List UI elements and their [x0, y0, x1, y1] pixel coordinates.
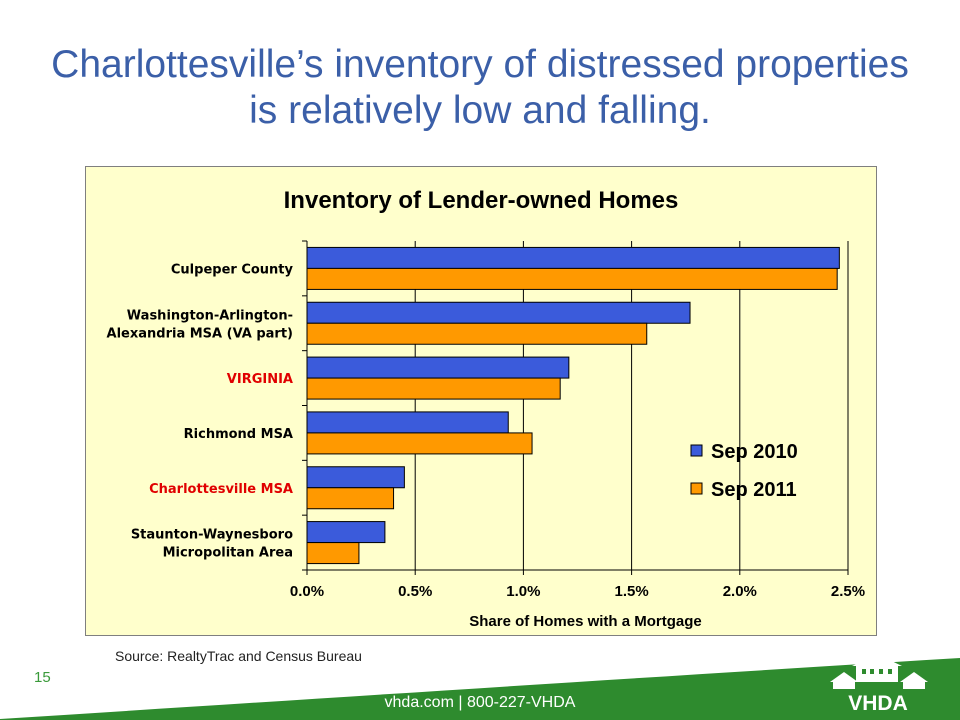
- bar-sep2010: [306, 301, 691, 324]
- bar-sep2010: [306, 411, 509, 434]
- bar-sep2011: [306, 542, 360, 565]
- category-label: Culpeper County: [171, 262, 294, 277]
- x-tick-label: 2.0%: [723, 583, 757, 600]
- vhda-logo: VHDA: [830, 654, 928, 714]
- x-axis-label: Share of Homes with a Mortgage: [469, 613, 702, 630]
- chart-container: Inventory of Lender-owned Homes 0.0% 0.5% 1…: [85, 166, 877, 636]
- x-tick-label: 0.5%: [398, 583, 432, 600]
- bar-sep2011: [306, 432, 533, 455]
- slide-title: Charlottesville’s inventory of distresse…: [51, 43, 909, 132]
- category-label: Richmond MSA: [184, 427, 293, 442]
- legend-label: Sep 2011: [711, 479, 797, 501]
- category-label: Washington-Arlington-Alexandria MSA (VA …: [107, 308, 293, 341]
- category-label: Charlottesville MSA: [149, 482, 293, 497]
- bar-chart: Inventory of Lender-owned Homes 0.0% 0.5% 1…: [107, 187, 866, 630]
- legend-swatch: [690, 482, 703, 495]
- bar-sep2010: [306, 356, 570, 379]
- bar-sep2010: [306, 466, 405, 489]
- chart-title: Inventory of Lender-owned Homes: [284, 187, 679, 214]
- x-tick-label: 0.0%: [290, 583, 324, 600]
- bar-sep2010: [306, 521, 386, 544]
- footer-contact: vhda.com | 800-227-VHDA: [384, 694, 576, 711]
- legend-swatch: [690, 444, 703, 457]
- bar-sep2011: [306, 487, 395, 510]
- legend-label: Sep 2010: [711, 441, 798, 463]
- page-number: 15: [34, 669, 51, 686]
- bar-sep2010: [306, 246, 840, 269]
- x-tick-label: 1.0%: [506, 583, 540, 600]
- source-note: Source: RealtyTrac and Census Bureau: [115, 648, 362, 664]
- bar-sep2011: [306, 267, 838, 290]
- x-tick-label: 2.5%: [831, 583, 865, 600]
- x-tick-label: 1.5%: [614, 583, 648, 600]
- houses-icon: [830, 654, 928, 689]
- bar-sep2011: [306, 322, 648, 345]
- logo-text: VHDA: [848, 692, 908, 714]
- bar-sep2011: [306, 377, 561, 400]
- category-label: VIRGINIA: [227, 372, 293, 387]
- category-label: Staunton-Waynesboro Micropolitan Area: [131, 528, 293, 561]
- footer-band: [0, 658, 960, 720]
